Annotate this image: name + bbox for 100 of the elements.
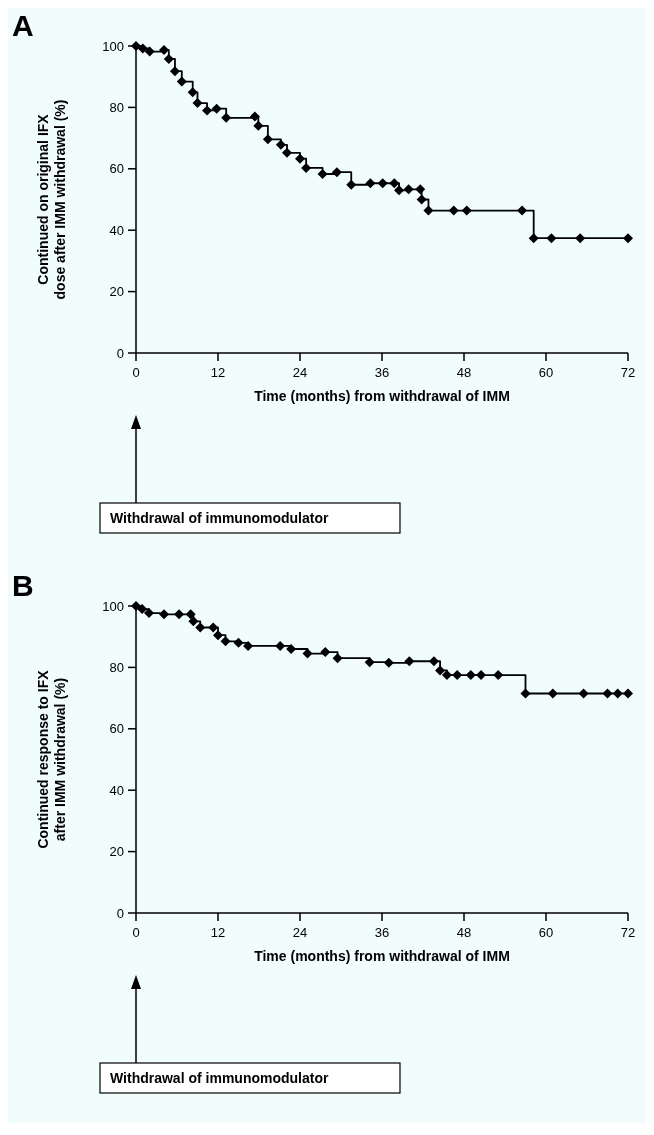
- chart-title: B: [12, 569, 34, 602]
- point: [208, 622, 219, 633]
- point: [137, 43, 148, 54]
- point: [428, 656, 439, 667]
- point: [602, 688, 613, 699]
- point: [176, 76, 187, 87]
- point: [441, 670, 452, 681]
- y-tick-label: 20: [109, 284, 124, 300]
- point: [346, 179, 357, 190]
- point: [195, 622, 206, 633]
- point: [221, 112, 232, 123]
- point: [435, 665, 446, 676]
- point: [243, 640, 254, 651]
- point: [404, 656, 415, 667]
- point: [520, 688, 531, 699]
- point: [188, 616, 199, 627]
- point: [547, 688, 558, 699]
- y-tick-label: 0: [116, 345, 124, 361]
- point: [623, 233, 633, 244]
- point: [317, 169, 328, 180]
- x-tick-label: 48: [456, 925, 472, 940]
- point: [377, 178, 388, 189]
- point: [465, 670, 476, 681]
- point: [461, 205, 472, 216]
- point: [144, 46, 155, 57]
- y-tick-label: 60: [109, 161, 124, 177]
- point: [517, 205, 528, 216]
- y-tick-label: 20: [109, 844, 124, 860]
- point: [403, 184, 414, 195]
- point: [332, 653, 343, 664]
- point: [143, 608, 154, 619]
- point: [249, 111, 260, 122]
- point: [202, 105, 213, 116]
- point: [364, 657, 375, 668]
- point: [211, 103, 222, 114]
- point: [295, 153, 305, 164]
- y-tick-label: 100: [102, 38, 124, 54]
- y-tick-label: 80: [109, 659, 124, 675]
- point: [174, 609, 185, 620]
- point: [394, 185, 405, 196]
- point: [253, 120, 264, 131]
- point: [233, 637, 244, 648]
- x-tick-label: 12: [210, 925, 226, 940]
- x-tick-label: 36: [374, 925, 390, 940]
- point: [275, 640, 286, 651]
- y-tick-label: 0: [116, 905, 124, 921]
- point: [187, 87, 198, 98]
- point: [448, 205, 459, 216]
- point: [612, 688, 623, 699]
- point: [163, 53, 174, 64]
- point: [389, 178, 400, 189]
- point: [169, 66, 180, 77]
- point: [301, 162, 312, 173]
- x-tick-label: 60: [538, 365, 554, 380]
- y-tick-label: 100: [102, 598, 124, 614]
- point: [575, 233, 586, 244]
- point: [493, 670, 504, 681]
- point: [623, 688, 633, 699]
- x-tick-label: 60: [538, 925, 554, 940]
- point: [220, 636, 231, 647]
- point: [282, 147, 293, 158]
- text: Withdrawal of immunomodulator: [110, 510, 329, 526]
- x-axis-title: Time (months) from withdrawal of IMM: [254, 388, 510, 404]
- point: [416, 194, 427, 205]
- point: [423, 205, 434, 216]
- point: [131, 41, 141, 51]
- y-tick-label: 60: [109, 721, 124, 737]
- point: [137, 604, 148, 615]
- point: [275, 139, 286, 150]
- x-tick-label: 24: [292, 925, 308, 940]
- y-tick-label: 80: [109, 99, 124, 115]
- point: [383, 657, 394, 668]
- text: Withdrawal of immunomodulator: [110, 1070, 329, 1086]
- point: [131, 601, 141, 611]
- point: [578, 688, 589, 699]
- point: [546, 233, 557, 244]
- x-tick-label: 72: [620, 365, 636, 380]
- x-tick-label: 0: [132, 365, 140, 380]
- chart-title: A: [12, 9, 34, 42]
- point: [452, 670, 463, 681]
- point: [302, 648, 313, 659]
- y-axis-title: Continued on original IFX dose after IMM withdrawal (%): [35, 99, 68, 300]
- x-tick-label: 0: [132, 925, 140, 940]
- point: [331, 167, 342, 178]
- point: [528, 233, 539, 244]
- y-axis-title: Continued response to IFX after IMM withdrawal (%): [35, 669, 68, 849]
- point: [365, 178, 376, 189]
- point: [159, 609, 170, 620]
- point: [476, 670, 487, 681]
- point: [262, 134, 273, 145]
- point: [192, 98, 203, 109]
- x-tick-label: 36: [374, 365, 390, 380]
- point: [185, 609, 196, 620]
- point: [320, 647, 331, 658]
- point: [213, 630, 223, 641]
- point: [415, 184, 426, 195]
- x-tick-label: 24: [292, 365, 308, 380]
- x-tick-label: 12: [210, 365, 226, 380]
- x-tick-label: 72: [620, 925, 636, 940]
- y-tick-label: 40: [109, 782, 124, 798]
